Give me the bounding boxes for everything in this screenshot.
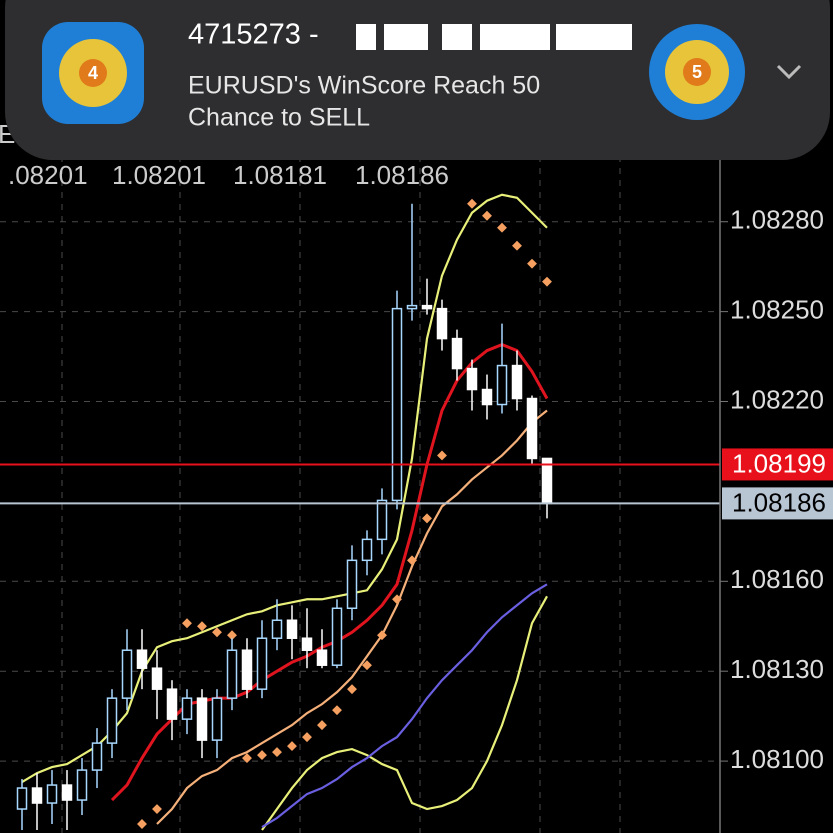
sar-dot [137, 819, 147, 829]
sar-dot [422, 513, 432, 524]
sar-dot [542, 276, 552, 287]
candle-body [466, 367, 478, 391]
expand-chevron[interactable] [776, 64, 802, 80]
icon-badge [683, 58, 711, 86]
price-tag-label: 1.08186 [732, 487, 826, 517]
candle-body [316, 649, 328, 666]
sar-dot [272, 747, 282, 758]
candle-body [136, 649, 148, 669]
candle-body [181, 697, 193, 720]
candle-body [421, 304, 433, 310]
ohlc-low: 1.08181 [233, 160, 327, 190]
ohlc-open: .08201 [8, 160, 88, 190]
candle-body [256, 637, 268, 690]
y-tick-label: 1.08130 [730, 654, 824, 684]
price-axis: 1.08100 1.08130 1.08160 1.08220 1.08250 1.082… [720, 205, 833, 774]
indicator-line [261, 595, 548, 831]
sar-dot [437, 450, 447, 461]
sar-dot [392, 594, 402, 605]
candle-body [346, 559, 358, 610]
y-tick-label: 1.08220 [730, 384, 824, 414]
sar-dot [242, 753, 252, 764]
sar-dot [212, 627, 222, 638]
notification-line2: Chance to SELL [188, 104, 370, 132]
price-tag-label: 1.08199 [732, 448, 826, 478]
sar-dot [497, 222, 507, 233]
y-tick-label: 1.08250 [730, 295, 824, 325]
sar-dot [362, 660, 372, 671]
sar-dot [302, 732, 312, 743]
sar-dot [467, 198, 477, 209]
candle-body [511, 364, 523, 400]
sar-dot [197, 621, 207, 632]
sar-dot [377, 630, 387, 641]
candle-body [301, 637, 313, 651]
candle-body [76, 769, 88, 801]
redaction [480, 24, 550, 50]
candle-body [241, 649, 253, 690]
candle-body [391, 307, 403, 502]
y-tick-label: 1.08160 [730, 564, 824, 594]
price-tag [722, 487, 833, 520]
sar-dot [512, 240, 522, 251]
candle-body [16, 787, 28, 810]
indicator-line [261, 583, 548, 828]
candle-body [331, 607, 343, 666]
sar-dot [347, 684, 357, 695]
redaction [556, 24, 632, 50]
candle-body [91, 742, 103, 771]
candle-body [196, 697, 208, 741]
y-tick-label: 1.08280 [730, 205, 824, 235]
chart [0, 0, 720, 833]
candle-body [151, 667, 163, 690]
candle-body [286, 619, 298, 639]
sar-dot [317, 720, 327, 731]
sar-dot [332, 705, 342, 716]
candle-body [31, 787, 43, 804]
ohlc-high: 1.08201 [112, 160, 206, 190]
icon-label: 5 [692, 62, 702, 82]
sar-dot [287, 741, 297, 752]
candle-body [226, 649, 238, 699]
candle-body [46, 784, 58, 804]
redaction [442, 24, 472, 50]
candle-body [496, 364, 508, 406]
candle-body [451, 337, 463, 370]
notification-line1: EURUSD's WinScore Reach 50 [188, 72, 540, 100]
candle-body [481, 388, 493, 406]
redaction [384, 24, 428, 50]
candle-body [61, 784, 73, 801]
notification-title: 4715273 - [188, 19, 327, 51]
indicator-line [156, 409, 548, 825]
candle-body [211, 697, 223, 741]
candle-body [376, 499, 388, 541]
candle-body [106, 697, 118, 744]
icon-label: 4 [88, 63, 98, 83]
candle-body [271, 619, 283, 639]
candle-body [436, 307, 448, 340]
candle-body [121, 649, 133, 699]
sar-dot [482, 210, 492, 221]
candle-body [526, 397, 538, 460]
y-tick-label: 1.08100 [730, 744, 824, 774]
sar-dot [407, 555, 417, 566]
notification[interactable]: 4 4715273 - EURUSD's WinScore Reach 50 C… [5, 0, 830, 160]
sar-dot [527, 258, 537, 269]
ohlc-close: 1.08186 [355, 160, 449, 190]
candle-body [406, 304, 418, 310]
candle-body [166, 688, 178, 720]
candle-body [361, 538, 373, 562]
redaction [356, 24, 376, 50]
sar-dot [182, 618, 192, 629]
sar-dot [152, 804, 162, 814]
price-tag [722, 448, 833, 481]
icon-badge [79, 59, 107, 87]
sar-dot [257, 750, 267, 761]
sar-dot [227, 630, 237, 641]
